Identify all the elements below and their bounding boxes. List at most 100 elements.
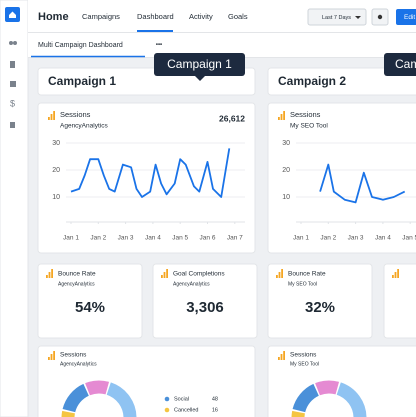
more-menu[interactable]: •••: [156, 43, 162, 49]
card-title: Sessions: [60, 352, 87, 359]
metric-source: AgencyAnalytics: [58, 281, 95, 287]
campaign-title: Campaign 2: [278, 74, 346, 88]
x-tick-label: Jan 2: [90, 235, 106, 242]
card: [267, 102, 416, 254]
date-range-button[interactable]: [307, 8, 367, 26]
legend-label: Social: [174, 396, 189, 402]
nav-link[interactable]: Dashboard: [137, 12, 174, 21]
edit-button[interactable]: [396, 9, 416, 25]
tooltip: [154, 53, 245, 76]
donut-segment: [291, 410, 305, 417]
metric-icon: [283, 351, 285, 360]
legend-dot: [164, 407, 170, 413]
metric-icon: [166, 269, 168, 278]
card-source: My SEO Tool: [290, 123, 328, 130]
card-title: Sessions: [290, 352, 317, 359]
icon-reports[interactable]: [10, 61, 15, 68]
dashboard-tab[interactable]: Multi Campaign Dashboard: [38, 42, 123, 49]
icon-integrations[interactable]: [10, 122, 15, 128]
metric-icon: [50, 114, 53, 120]
metric-value: 32%: [305, 299, 335, 316]
metric-icon: [278, 357, 280, 360]
metric-icon: [48, 357, 50, 360]
icon-tasks[interactable]: [10, 81, 16, 87]
metric-source: AgencyAnalytics: [173, 281, 210, 287]
metric-icon: [281, 269, 283, 278]
page-title: Home: [38, 11, 69, 23]
legend-value: 48: [212, 396, 218, 402]
metric-label: Goal Completions: [173, 271, 225, 278]
legend-dot: [164, 396, 170, 402]
metric-icon: [161, 275, 163, 278]
tooltip-label: Campaign 2: [395, 57, 416, 71]
edit-button-label[interactable]: Edit: [404, 14, 415, 21]
metric-icon: [394, 272, 397, 278]
metric-label: Bounce Rate: [58, 271, 96, 278]
nav-link[interactable]: Activity: [189, 12, 213, 21]
legend-label: Cancelled: [174, 407, 198, 413]
x-tick-label: Jan 4: [145, 235, 161, 242]
x-tick-label: Jan 5: [402, 235, 416, 242]
metric-icon: [53, 111, 55, 120]
campaign-title: Campaign 1: [48, 74, 116, 88]
tooltip: [384, 53, 416, 76]
nav-link[interactable]: Campaigns: [82, 12, 120, 21]
card: [37, 102, 256, 254]
x-tick-label: Jan 5: [172, 235, 188, 242]
x-tick-label: Jan 2: [320, 235, 336, 242]
tooltip-label: Campaign 1: [167, 57, 232, 71]
metric-icon: [280, 354, 283, 360]
date-range-label[interactable]: Last 7 Days: [322, 15, 351, 21]
icon-billing[interactable]: $: [10, 98, 15, 108]
donut-segment: [106, 382, 137, 417]
metric-value: 54%: [75, 299, 105, 316]
metric-icon: [51, 269, 53, 278]
metric-icon: [50, 354, 53, 360]
metric-icon: [278, 117, 280, 120]
card-source: AgencyAnalytics: [60, 361, 97, 367]
card-title: Sessions: [60, 110, 91, 119]
metric-source: My SEO Tool: [288, 281, 317, 287]
y-tick-label: 30: [52, 140, 60, 147]
metric-icon: [392, 275, 394, 278]
donut-segment: [85, 380, 110, 396]
nav-link[interactable]: Goals: [228, 12, 248, 21]
card: [383, 263, 416, 339]
metric-icon: [48, 272, 51, 278]
metric-icon: [397, 269, 399, 278]
donut-segment: [315, 380, 340, 396]
x-tick-label: Jan 7: [227, 235, 243, 242]
metric-icon: [53, 351, 55, 360]
metric-icon: [276, 275, 278, 278]
share-icon: [377, 14, 383, 20]
card-source: My SEO Tool: [290, 361, 319, 367]
donut-segment: [336, 382, 367, 417]
x-tick-label: Jan 1: [293, 235, 309, 242]
card-total: 26,612: [219, 113, 245, 123]
y-tick-label: 10: [282, 194, 290, 201]
metric-icon: [283, 111, 285, 120]
donut-segment: [292, 383, 320, 413]
y-tick-label: 10: [52, 194, 60, 201]
sessions-line: [319, 163, 406, 204]
home-icon: [9, 11, 16, 18]
x-tick-label: Jan 4: [375, 235, 391, 242]
donut-segment: [62, 383, 90, 413]
donut-segment: [61, 410, 75, 417]
x-tick-label: Jan 6: [200, 235, 216, 242]
y-tick-label: 20: [52, 167, 60, 174]
sidebar-icons: $: [9, 41, 17, 128]
metric-value: 3,306: [186, 299, 224, 316]
x-tick-label: Jan 1: [63, 235, 79, 242]
x-tick-label: Jan 3: [118, 235, 134, 242]
metric-icon: [278, 272, 281, 278]
metric-icon: [163, 272, 166, 278]
tooltip-arrow: [195, 76, 205, 81]
icon-users[interactable]: [9, 41, 13, 45]
legend-value: 16: [212, 407, 218, 413]
sidebar: [0, 0, 29, 417]
y-tick-label: 30: [282, 140, 290, 147]
metric-icon: [46, 275, 48, 278]
card-title: Sessions: [290, 110, 321, 119]
